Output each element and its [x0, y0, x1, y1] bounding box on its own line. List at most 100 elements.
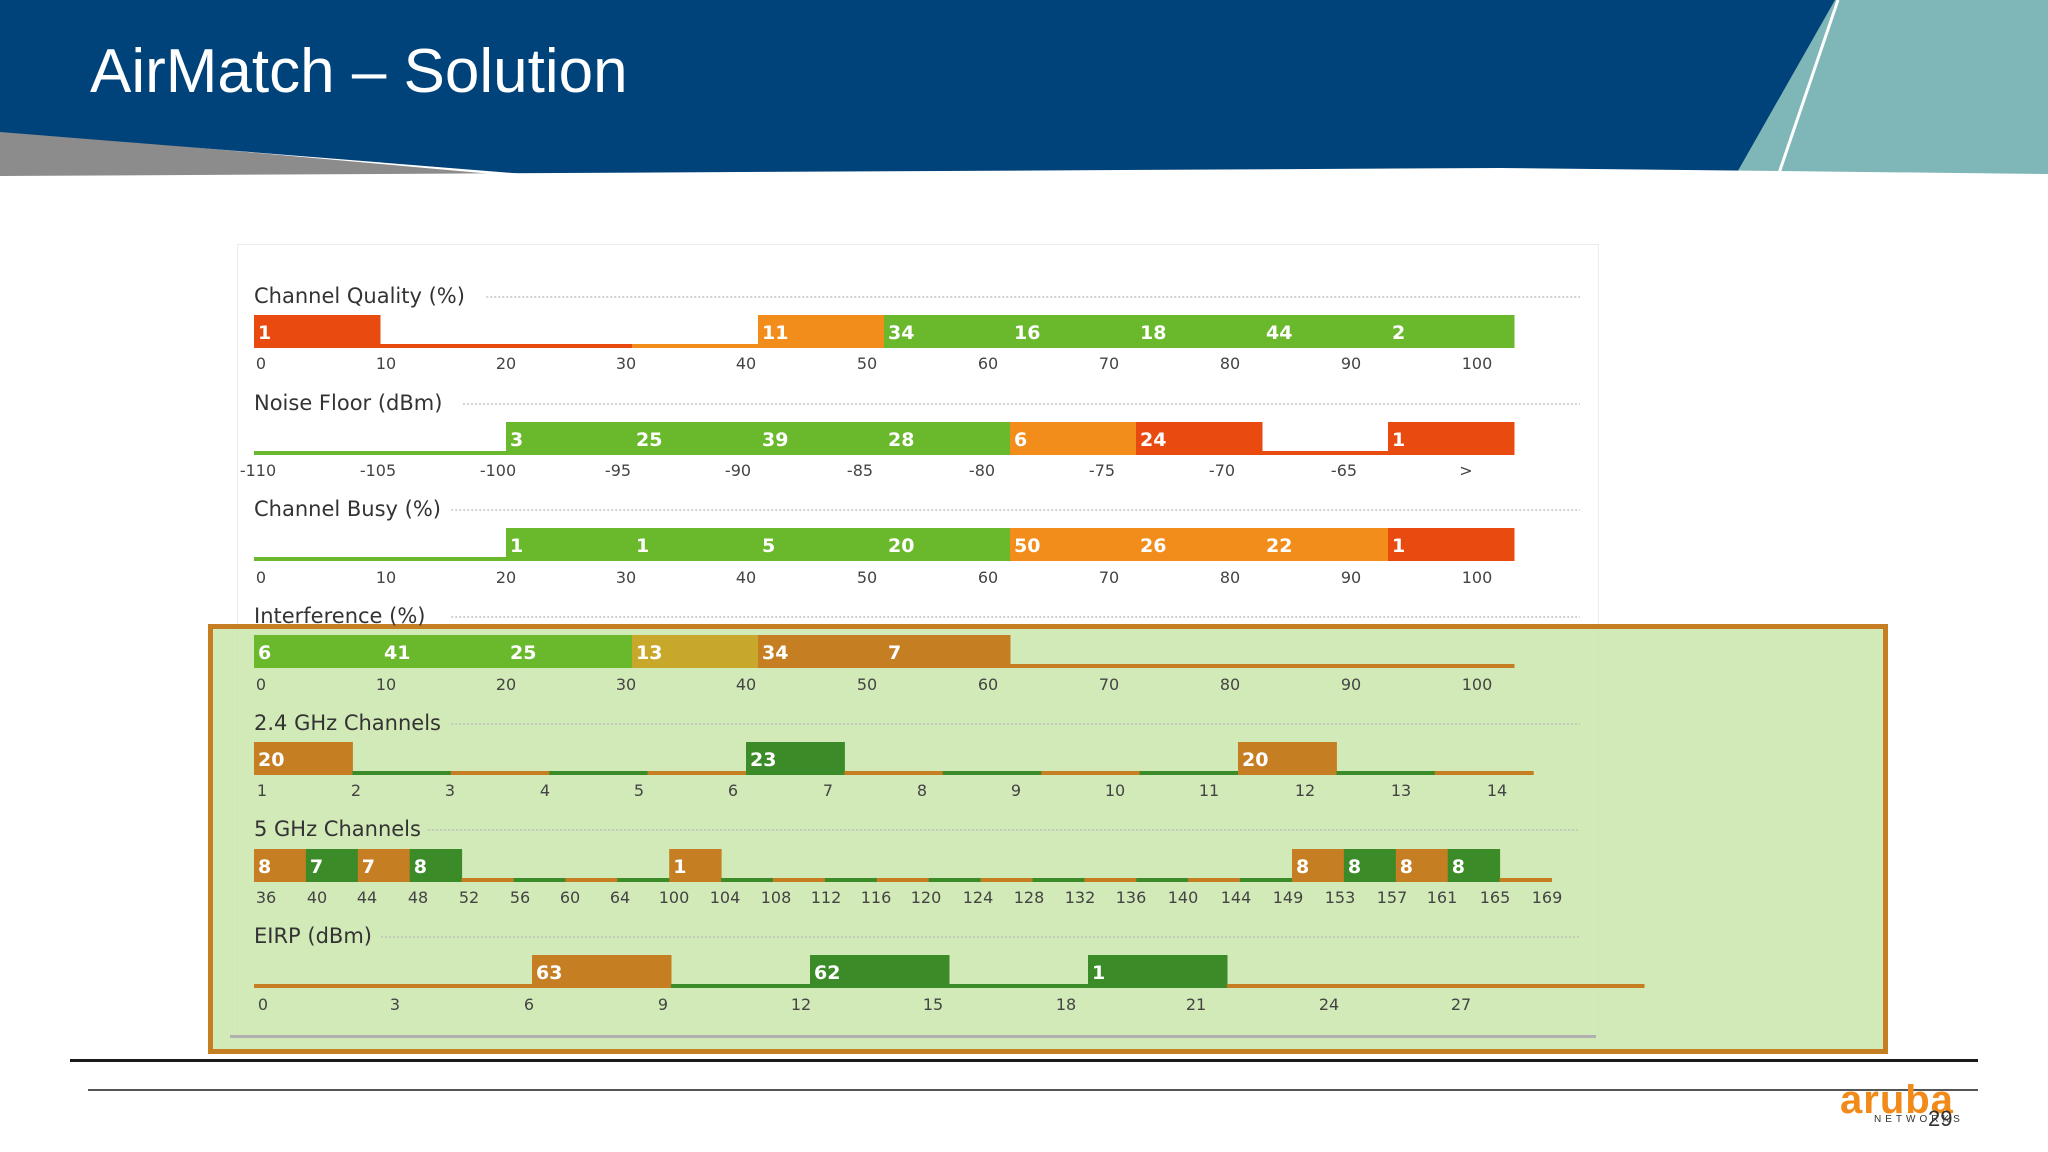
chart-7-tick-3: 6 — [524, 995, 534, 1014]
chart-7-bar-4 — [671, 984, 811, 988]
chart-6-bar-15 — [980, 878, 1033, 882]
chart-6-tick-11: 108 — [761, 888, 792, 907]
chart-4-bar-9 — [1262, 664, 1389, 668]
chart-6-bar-label-22: 8 — [1348, 856, 1361, 878]
chart-6-bar-7 — [565, 878, 618, 882]
chart-1-bar-label-10: 2 — [1392, 322, 1405, 344]
chart-4-bar-5 — [758, 635, 885, 668]
chart-6-bar-23 — [1395, 849, 1449, 882]
chart-5-tick-1: 1 — [257, 781, 267, 800]
chart-1-tick-11: 100 — [1462, 354, 1493, 373]
chart-1-tick-8: 70 — [1099, 354, 1119, 373]
chart-1-tick-1: 0 — [256, 354, 266, 373]
chart-7-tick-8: 21 — [1186, 995, 1206, 1014]
chart-5-bar-10 — [1139, 771, 1239, 775]
chart-6-tick-18: 136 — [1116, 888, 1147, 907]
chart-2-tick-9: -70 — [1209, 461, 1235, 480]
chart-2-bar-label-3: 3 — [510, 429, 523, 451]
chart-6-bar-12 — [824, 878, 878, 882]
chart-5-bar-13 — [1434, 771, 1534, 775]
chart-6-tick-13: 116 — [861, 888, 892, 907]
chart-6-tick-25: 165 — [1480, 888, 1511, 907]
chart-2-bar-5 — [758, 422, 885, 455]
chart-4-bar-7 — [1010, 664, 1137, 668]
chart-7-tick-1: 0 — [258, 995, 268, 1014]
chart-4-tick-11: 100 — [1462, 675, 1493, 694]
chart-2-tick-5: -90 — [725, 461, 751, 480]
chart-1-bar-label-8: 18 — [1140, 322, 1166, 344]
chart-3-tick-9: 80 — [1220, 568, 1240, 587]
chart-6-bar-3 — [357, 849, 411, 882]
chart-4-tick-3: 20 — [496, 675, 516, 694]
chart-3-tick-8: 70 — [1099, 568, 1119, 587]
highlight-box — [208, 624, 1888, 1054]
chart-3-tick-2: 10 — [376, 568, 396, 587]
chart-2-bar-1 — [254, 451, 381, 455]
chart-6-bar-label-2: 7 — [310, 856, 323, 878]
chart-6-bar-20 — [1240, 878, 1293, 882]
chart-5-tick-8: 8 — [917, 781, 927, 800]
chart-7-bar-3 — [532, 955, 672, 988]
chart-1-bar-label-1: 1 — [258, 322, 271, 344]
chart-1-bar-5 — [758, 315, 885, 348]
chart-5-tick-9: 9 — [1011, 781, 1021, 800]
chart-5-tick-3: 3 — [445, 781, 455, 800]
chart-5-bar-2 — [352, 771, 452, 775]
chart-3-bar-label-6: 20 — [888, 535, 914, 557]
chart-5-title: 2.4 GHz Channels — [254, 711, 441, 735]
chart-1-bar-1 — [254, 315, 381, 348]
aruba-logo: aruba NETWORKS — [1840, 1078, 1990, 1138]
chart-6-bar-10 — [721, 878, 774, 882]
chart-5-bar-12 — [1336, 771, 1436, 775]
chart-4-bar-2 — [380, 635, 507, 668]
chart-6-tick-5: 52 — [459, 888, 479, 907]
chart-4-bar-3 — [506, 635, 633, 668]
chart-1-bar-label-5: 11 — [762, 322, 788, 344]
chart-4-bar-6 — [884, 635, 1011, 668]
chart-7-bar-7 — [1088, 955, 1228, 988]
chart-6-tick-12: 112 — [811, 888, 842, 907]
chart-1-bar-6 — [884, 315, 1011, 348]
chart-2-bar-label-8: 24 — [1140, 429, 1166, 451]
chart-1-bar-2 — [380, 344, 507, 348]
chart-5-bar-11 — [1238, 742, 1337, 775]
chart-1-bar-3 — [506, 344, 633, 348]
chart-3-bar-label-9: 22 — [1266, 535, 1292, 557]
banner-teal — [1735, 0, 2048, 176]
chart-1-bar-label-7: 16 — [1014, 322, 1040, 344]
chart-1-title: Channel Quality (%) — [254, 284, 465, 308]
chart-3-tick-7: 60 — [978, 568, 998, 587]
chart-4-tick-10: 90 — [1341, 675, 1361, 694]
chart-2-bar-10 — [1388, 422, 1515, 455]
chart-2-tick-1: -110 — [240, 461, 276, 480]
chart-7-bar-2 — [393, 984, 533, 988]
chart-5-tick-4: 4 — [540, 781, 550, 800]
panel-shadow — [230, 1035, 1596, 1038]
chart-6-tick-10: 104 — [710, 888, 741, 907]
chart-1-bar-4 — [632, 344, 759, 348]
chart-2-title: Noise Floor (dBm) — [254, 391, 442, 415]
chart-6-bar-17 — [1084, 878, 1137, 882]
chart-7-bar-8 — [1227, 984, 1367, 988]
chart-5-tick-13: 13 — [1391, 781, 1411, 800]
chart-6-bar-5 — [461, 878, 514, 882]
chart-6-bar-19 — [1188, 878, 1241, 882]
chart-1-tick-4: 30 — [616, 354, 636, 373]
chart-4-tick-8: 70 — [1099, 675, 1119, 694]
chart-3-tick-5: 40 — [736, 568, 756, 587]
chart-6-bar-4 — [409, 849, 463, 882]
chart-1-tick-7: 60 — [978, 354, 998, 373]
chart-5-tick-10: 10 — [1105, 781, 1125, 800]
chart-4-tick-5: 40 — [736, 675, 756, 694]
chart-3-bar-label-3: 1 — [510, 535, 523, 557]
chart-1-tick-3: 20 — [496, 354, 516, 373]
chart-6-tick-20: 144 — [1221, 888, 1252, 907]
chart-1-bar-10 — [1388, 315, 1515, 348]
chart-5-bar-8 — [942, 771, 1042, 775]
chart-2-tick-4: -95 — [605, 461, 631, 480]
chart-6-bar-1 — [254, 849, 307, 882]
chart-1-tick-9: 80 — [1220, 354, 1240, 373]
chart-5-bar-label-6: 23 — [750, 749, 776, 771]
chart-3-bar-9 — [1262, 528, 1389, 561]
chart-1-bar-label-6: 34 — [888, 322, 914, 344]
